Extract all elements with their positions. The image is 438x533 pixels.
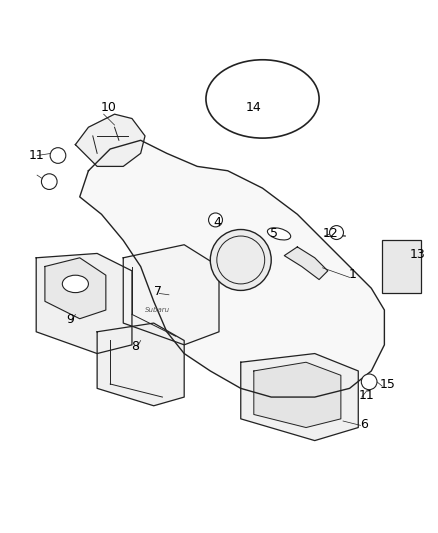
Text: 14: 14 [246,101,262,114]
FancyBboxPatch shape [382,240,421,293]
Text: 9: 9 [66,313,74,326]
Text: 11: 11 [28,149,44,161]
Polygon shape [254,362,341,427]
Text: 10: 10 [101,101,117,114]
Text: 13: 13 [410,248,425,261]
Text: Subaru: Subaru [145,307,170,313]
Polygon shape [45,258,106,319]
Polygon shape [97,323,184,406]
Polygon shape [241,353,358,441]
Circle shape [329,225,343,239]
Text: 4: 4 [214,216,222,229]
Circle shape [50,148,66,163]
Polygon shape [230,88,297,112]
Ellipse shape [62,275,88,293]
Circle shape [208,213,223,227]
Circle shape [42,174,57,189]
Ellipse shape [268,228,291,240]
Circle shape [210,230,271,290]
Text: 11: 11 [358,389,374,402]
Polygon shape [284,247,328,279]
Text: 5: 5 [270,228,279,240]
Text: 12: 12 [322,228,338,240]
Circle shape [361,374,377,390]
Text: 6: 6 [360,418,368,431]
Text: 7: 7 [154,285,162,298]
Text: 15: 15 [380,378,396,391]
Polygon shape [80,140,385,397]
Polygon shape [123,245,219,345]
Ellipse shape [206,60,319,138]
Text: 1: 1 [349,268,357,281]
Polygon shape [36,254,132,353]
Polygon shape [75,114,145,166]
Text: 8: 8 [131,340,139,353]
